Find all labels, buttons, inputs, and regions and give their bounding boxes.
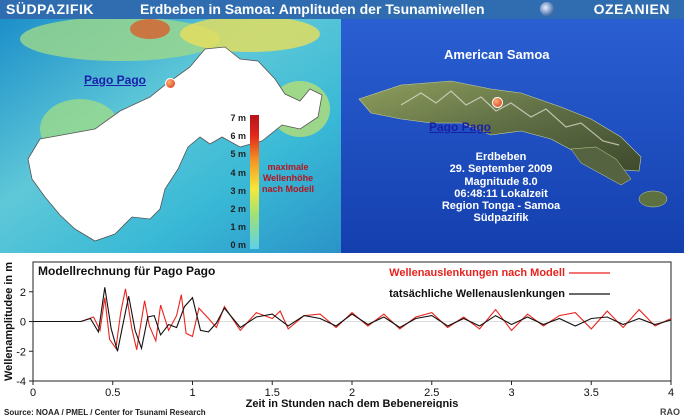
publisher-badge: RAO — [660, 407, 680, 417]
scale-tick: 3 m — [230, 185, 246, 196]
x-tick-label: 3 — [508, 387, 514, 399]
scale-tick: 5 m — [230, 149, 246, 160]
x-tick-label: 3.5 — [584, 387, 599, 399]
x-tick-label: 0.5 — [105, 387, 120, 399]
location-marker-icon — [492, 97, 503, 108]
scale-tick: 1 m — [230, 222, 246, 233]
observed-series-line — [33, 287, 672, 352]
x-tick-label: 1.5 — [265, 387, 280, 399]
tsunami-amplitude-map: Pago Pago 7 m 6 m 5 m 4 m 3 m 2 m 1 m 0 … — [0, 19, 341, 253]
info-line: 29. September 2009 — [449, 163, 553, 176]
info-line: Südpazifik — [473, 212, 529, 225]
globe-icon — [540, 2, 554, 16]
legend-label-observed: tatsächliche Wellenauslenkungen — [389, 288, 565, 300]
earthquake-info-block: Erdbeben 29. September 2009 Magnitude 8.… — [391, 151, 611, 225]
y-tick-label: -2 — [16, 346, 26, 358]
legend-line: nach Modell — [262, 184, 315, 194]
chart-title: Modellrechnung für Pago Pago — [38, 264, 215, 278]
y-tick-label: 2 — [20, 287, 26, 299]
scale-tick: 0 m — [230, 240, 246, 251]
info-line: Magnitude 8.0 — [464, 175, 538, 188]
x-tick-label: 2.5 — [424, 387, 439, 399]
x-tick-label: 2 — [349, 387, 355, 399]
x-tick-label: 4 — [668, 387, 674, 399]
scale-legend-text: maximale Wellenhöhe nach Modell — [262, 162, 314, 195]
y-tick-label: 0 — [20, 317, 26, 329]
x-axis-title: Zeit in Stunden nach dem Bebenereignis — [246, 398, 459, 408]
scale-tick-labels: 7 m 6 m 5 m 4 m 3 m 2 m 1 m 0 m — [222, 109, 246, 253]
scale-tick: 6 m — [230, 131, 246, 142]
x-tick-label: 1 — [189, 387, 195, 399]
legend-line: Wellenhöhe — [262, 173, 314, 183]
relief-map-graphic — [341, 19, 684, 253]
page-title: Erdbeben in Samoa: Amplituden der Tsunam… — [140, 1, 485, 17]
y-tick-label: -4 — [16, 376, 26, 388]
location-marker-icon — [165, 78, 176, 89]
y-axis-title: Wellenamplitudee in m — [3, 262, 15, 381]
source-credit: Source: NOAA / PMEL / Center for Tsunami… — [4, 408, 206, 417]
pago-pago-map-label: Pago Pago — [84, 73, 147, 87]
wave-amplitude-chart: 0 0.5 1 1.5 2 2.5 3 3.5 4 2 0 -2 -4 Modellrechnung fü… — [0, 253, 684, 410]
continent-label: OZEANIEN — [593, 1, 670, 17]
scale-tick: 7 m — [230, 113, 246, 123]
x-tick-label: 0 — [30, 387, 36, 399]
legend-label-model: Wellenauslenkungen nach Modell — [389, 267, 565, 279]
info-line: Region Tonga - Samoa — [441, 200, 561, 213]
chart-svg: 0 0.5 1 1.5 2 2.5 3 3.5 4 2 0 -2 -4 Modellrechnung fü… — [3, 261, 674, 410]
map-region-title: American Samoa — [444, 47, 550, 62]
american-samoa-relief-map: American Samoa Pago Pago Erdbeben 29. Se… — [341, 19, 684, 253]
pago-pago-relief-label: Pago Pago — [429, 120, 492, 134]
amplitude-map-graphic — [0, 19, 341, 253]
scale-tick: 2 m — [230, 204, 246, 215]
region-label: SÜDPAZIFIK — [6, 1, 94, 17]
legend-line: maximale — [267, 162, 309, 172]
scale-tick: 4 m — [230, 167, 246, 178]
header-bar: SÜDPAZIFIK Erdbeben in Samoa: Amplituden… — [0, 0, 684, 19]
model-series-line — [33, 288, 672, 350]
info-line: Erdbeben — [475, 151, 527, 163]
info-line: 06:48:11 Lokalzeit — [454, 187, 548, 200]
